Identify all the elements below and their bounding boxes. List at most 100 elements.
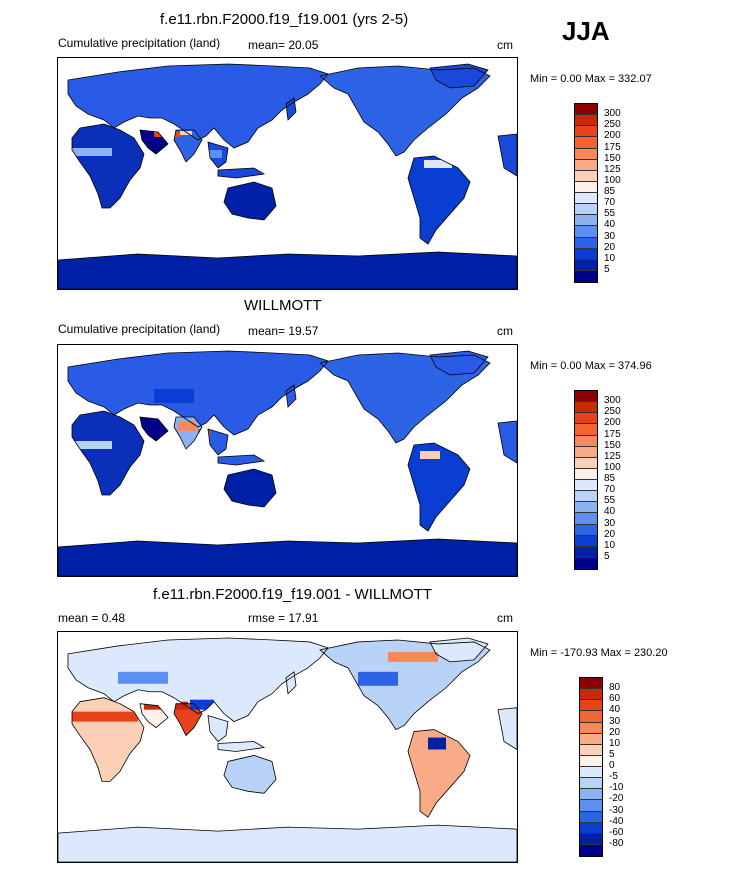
panel2-unit: cm bbox=[497, 324, 513, 338]
colorbar-swatch bbox=[575, 259, 597, 271]
coastline bbox=[429, 63, 489, 89]
landmass-eafrica_edge bbox=[498, 134, 517, 176]
colorbar-tick-label: 10 bbox=[604, 252, 616, 264]
colorbar-tick-label: 40 bbox=[609, 704, 621, 716]
landmass-eafrica_edge bbox=[498, 421, 517, 463]
colorbar-swatch bbox=[575, 104, 597, 116]
coastline bbox=[223, 181, 277, 221]
colorbar-tick-label: 85 bbox=[604, 473, 616, 484]
colorbar-swatch bbox=[575, 170, 597, 182]
coastline bbox=[58, 538, 517, 576]
colorbar-swatch bbox=[580, 678, 602, 690]
coastline bbox=[223, 468, 277, 508]
coastline bbox=[429, 350, 489, 376]
colorbar-tick-label: 200 bbox=[604, 130, 621, 142]
coastline bbox=[173, 129, 203, 163]
coastline bbox=[217, 741, 266, 752]
colorbar-tick-label: 10 bbox=[604, 539, 616, 551]
colorbar-tick-label: 100 bbox=[604, 174, 621, 186]
colorbar-swatch bbox=[575, 115, 597, 127]
precip-patch bbox=[358, 671, 398, 686]
colorbar-swatch bbox=[575, 226, 597, 238]
coastline bbox=[58, 251, 517, 289]
colorbar-swatch bbox=[580, 811, 602, 823]
landmass-samerica bbox=[408, 729, 470, 818]
coastline bbox=[71, 410, 145, 496]
colorbar-tick-label: -60 bbox=[609, 826, 624, 838]
precip-patch bbox=[154, 389, 194, 403]
precip-patch bbox=[208, 150, 222, 158]
coastline bbox=[173, 703, 203, 737]
coastline bbox=[71, 123, 145, 209]
panel2-mean: mean= 19.57 bbox=[248, 324, 319, 338]
colorbar-tick-label: 80 bbox=[609, 682, 621, 694]
season-label: JJA bbox=[562, 16, 610, 46]
coastline bbox=[223, 755, 277, 794]
panel3-mean: mean = 0.48 bbox=[58, 611, 126, 625]
colorbar-tick-label: 30 bbox=[604, 230, 616, 242]
colorbar-tick-label: 250 bbox=[604, 406, 621, 418]
colorbar-swatch bbox=[575, 391, 597, 403]
panel3-map bbox=[57, 631, 518, 863]
precip-patch bbox=[428, 737, 446, 750]
colorbar-tick-label: 125 bbox=[604, 450, 621, 462]
coastline bbox=[407, 155, 471, 245]
landmass-namerica bbox=[320, 66, 490, 156]
panel3-rmse: rmse = 17.91 bbox=[248, 611, 319, 625]
coastline bbox=[407, 442, 471, 532]
landmass-antarctica bbox=[58, 539, 517, 576]
colorbar-swatch bbox=[575, 402, 597, 414]
panel2-map bbox=[57, 344, 518, 577]
colorbar-swatch bbox=[580, 822, 602, 834]
coastline bbox=[71, 697, 145, 782]
landmass-eafrica_edge bbox=[498, 707, 517, 750]
colorbar-swatch bbox=[580, 778, 602, 790]
coastline bbox=[285, 671, 297, 695]
colorbar-tick-label: 175 bbox=[604, 141, 621, 153]
colorbar-tick-label: 30 bbox=[604, 517, 616, 529]
colorbar-swatch bbox=[580, 722, 602, 734]
panel3-minmax: Min = -170.93 Max = 230.20 bbox=[530, 647, 668, 659]
coastline bbox=[319, 639, 491, 731]
colorbar-swatch bbox=[575, 491, 597, 503]
precip-patch bbox=[420, 451, 440, 459]
coastline bbox=[217, 454, 266, 466]
coastline bbox=[139, 416, 169, 442]
colorbar-swatch bbox=[575, 270, 597, 282]
landmass-namerica bbox=[320, 639, 490, 730]
landmass-eurasia bbox=[68, 351, 328, 435]
colorbar-tick-label: 85 bbox=[604, 186, 616, 197]
precip-patch bbox=[180, 131, 192, 135]
precip-patch bbox=[154, 132, 180, 137]
colorbar-tick-label: 150 bbox=[604, 439, 621, 451]
colorbar-swatch bbox=[580, 744, 602, 756]
panel2-colorbar bbox=[574, 390, 598, 570]
colorbar-tick-label: -5 bbox=[609, 771, 618, 783]
coastline bbox=[285, 97, 297, 121]
colorbar-tick-label: 5 bbox=[609, 748, 615, 760]
colorbar-tick-label: 300 bbox=[604, 108, 621, 120]
coastline bbox=[319, 352, 491, 444]
coastline bbox=[319, 65, 491, 157]
colorbar-tick-label: 55 bbox=[604, 208, 616, 220]
panel1-colorbar bbox=[574, 103, 598, 283]
coastline bbox=[173, 416, 203, 450]
colorbar-swatch bbox=[580, 733, 602, 745]
colorbar-swatch bbox=[575, 237, 597, 249]
coastline bbox=[139, 129, 169, 155]
colorbar-swatch bbox=[575, 446, 597, 458]
landmass-samerica bbox=[408, 443, 470, 531]
precip-patch bbox=[72, 441, 112, 449]
colorbar-swatch bbox=[575, 502, 597, 514]
panel3-map-svg bbox=[58, 637, 517, 862]
colorbar-tick-label: 20 bbox=[604, 241, 616, 253]
colorbar-swatch bbox=[575, 148, 597, 160]
colorbar-tick-label: 5 bbox=[604, 263, 610, 275]
landmass-arabia bbox=[140, 417, 168, 441]
colorbar-swatch bbox=[575, 181, 597, 193]
colorbar-tick-label: -40 bbox=[609, 815, 624, 827]
coastline bbox=[207, 428, 229, 456]
colorbar-tick-label: 0 bbox=[609, 760, 615, 771]
landmass-eurasia bbox=[68, 637, 328, 722]
coastline bbox=[217, 167, 266, 179]
